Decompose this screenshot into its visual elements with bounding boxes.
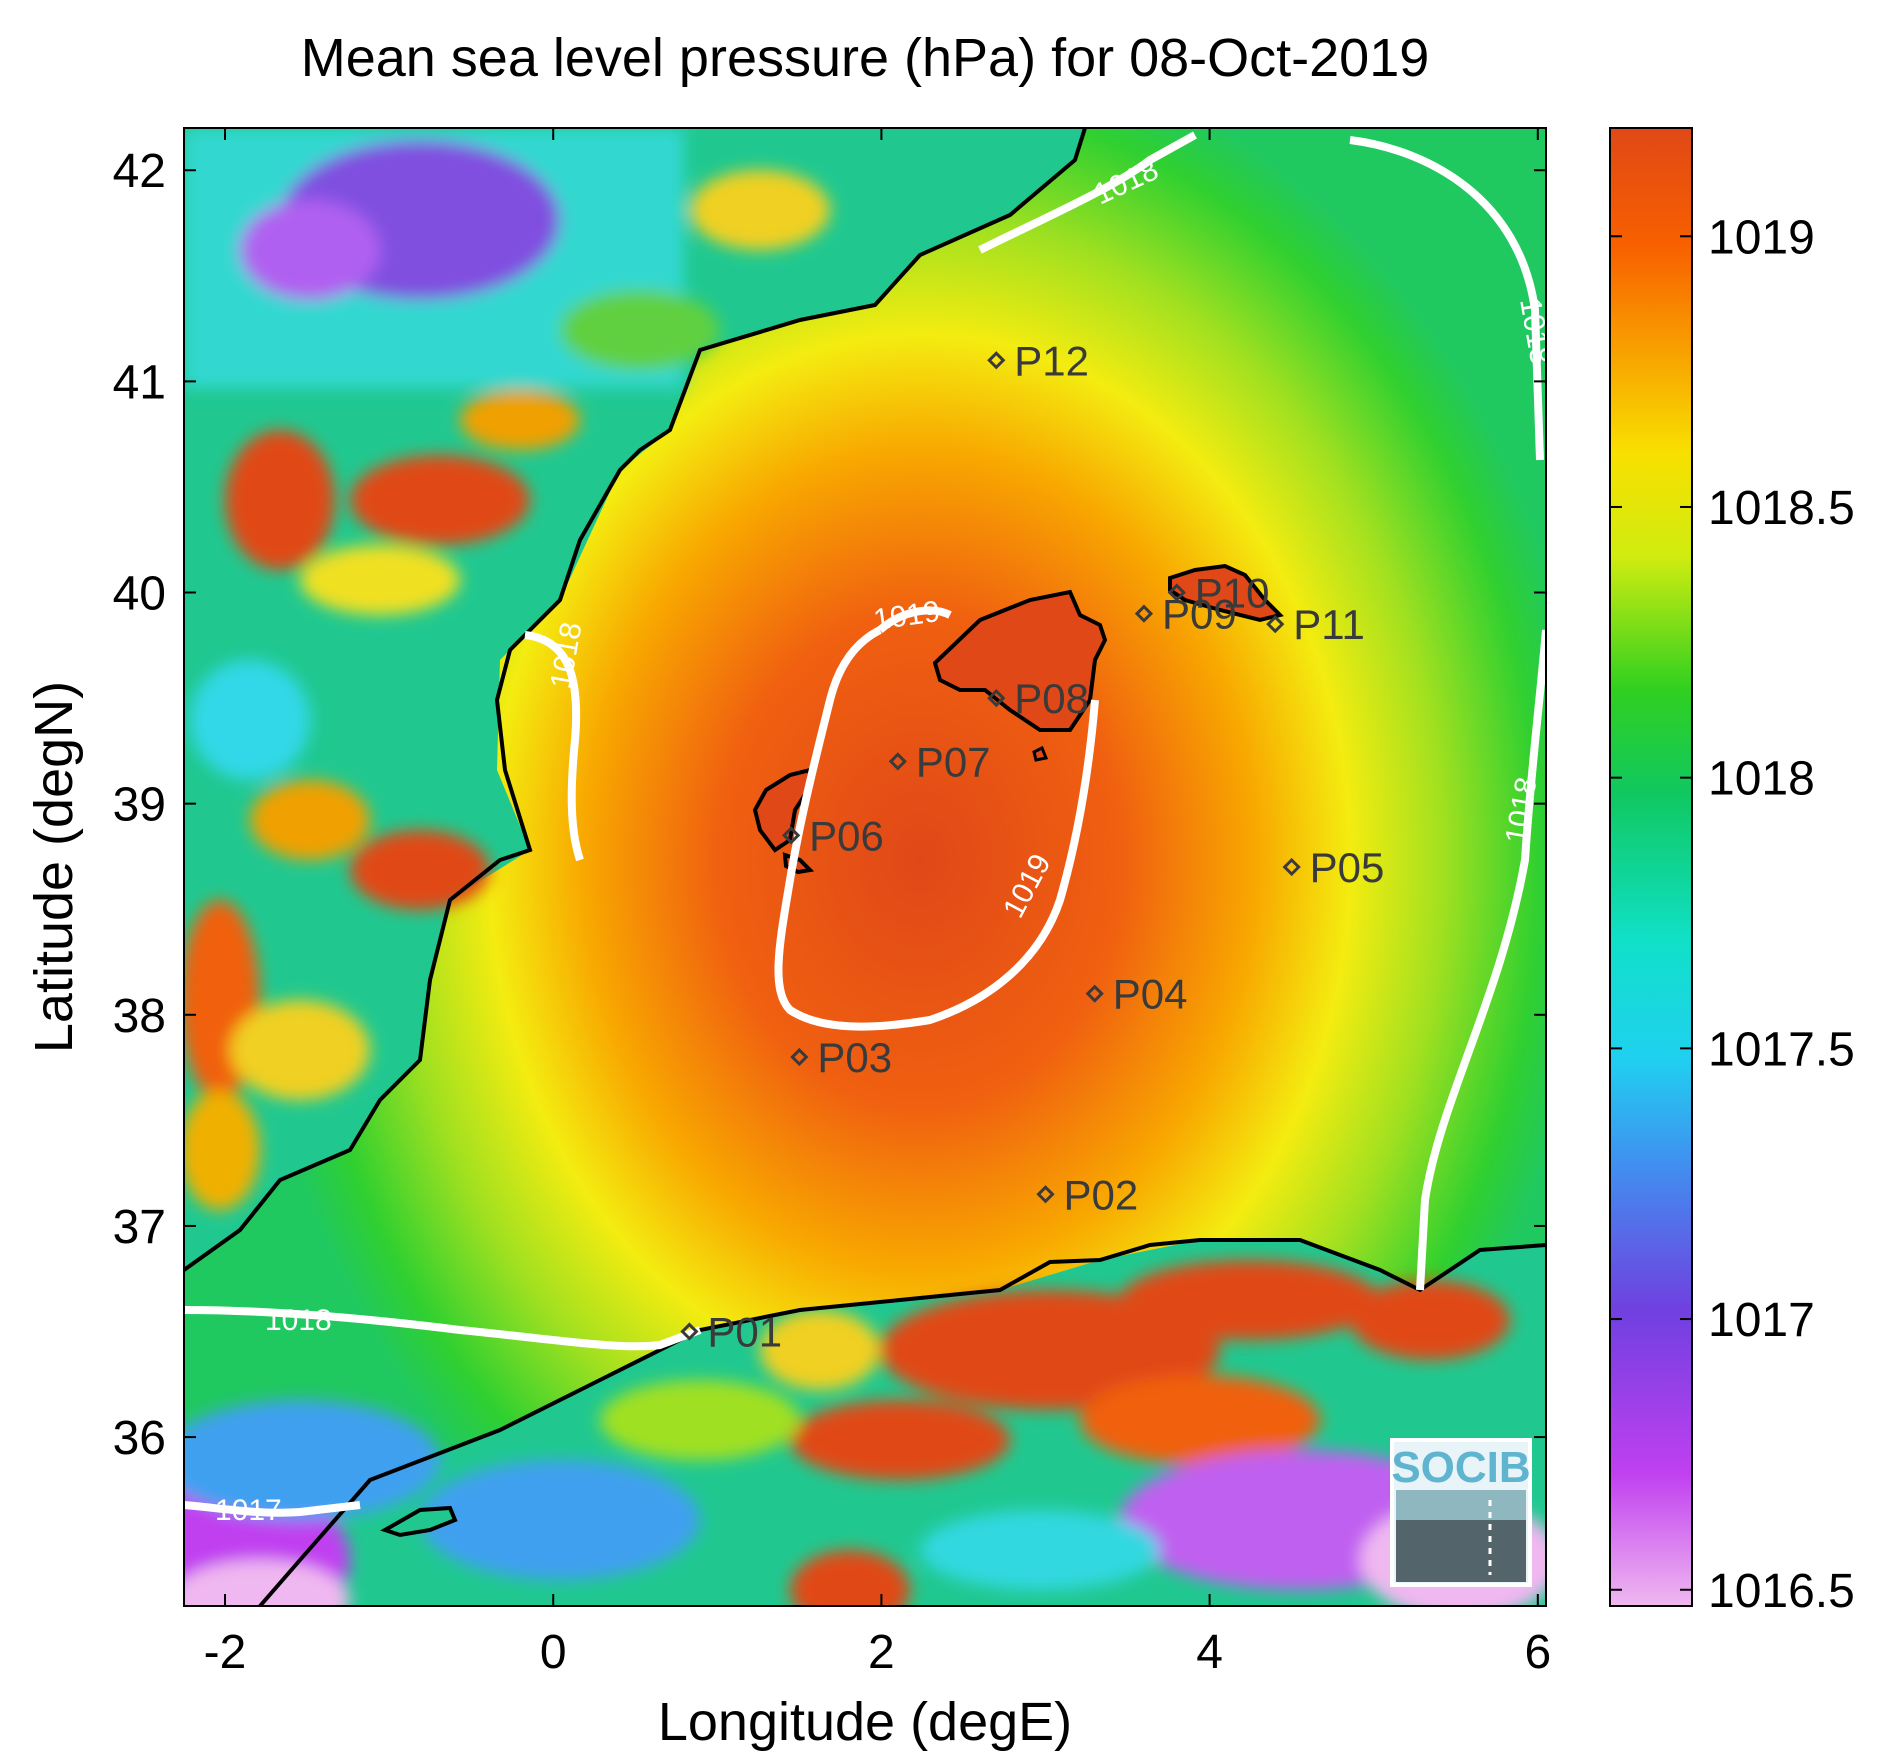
station-marker [1167,583,1186,602]
alboran-island-outline [380,1505,458,1538]
station-p01: P01 [680,1309,782,1356]
contour-1018-east-lower [1416,629,1546,1291]
ibiza-island [752,767,813,853]
iberia-coastline [184,128,1087,1272]
contour-1019-north [877,606,952,634]
x-tick-label: 0 [540,1626,567,1679]
station-marker [987,688,1006,708]
colorbar-tick-label: 1017 [1708,1294,1815,1347]
x-tick-label: 6 [1524,1626,1551,1679]
station-p08: P08 [987,675,1089,722]
y-tick-label: 39 [113,779,166,832]
station-p04: P04 [1085,971,1188,1018]
x-tick-label: 4 [1196,1626,1223,1679]
mallorca-island [932,589,1108,732]
y-tick-label: 38 [113,990,166,1043]
y-tick-label: 40 [113,568,166,621]
contour-1019 [774,626,1099,1031]
x-axis-title: Longitude (degE) [658,1692,1072,1752]
y-tick-label: 36 [113,1412,166,1465]
contour-label: 1018 [265,1304,332,1337]
x-axis: -2 0 2 4 6 [204,128,1551,1679]
contour-1018-south [184,1306,702,1351]
station-marker [987,351,1006,370]
station-p11: P11 [1266,601,1365,648]
y-axis: 36 37 38 39 40 41 42 [113,145,1546,1465]
iberia-land [184,128,1085,1270]
contour-1018-upper [978,131,1197,254]
station-p07: P07 [888,738,991,785]
colorbar-tick-label: 1019 [1708,211,1815,264]
station-marker [790,1047,809,1067]
contour-1018-east [1349,136,1544,461]
station-p05: P05 [1282,844,1385,891]
x-tick-label: 2 [868,1626,895,1679]
socib-logo: SOCIB [1390,1438,1532,1587]
map-area: 1019 1019 1018 1018 1018 1018 1018 1017 … [184,128,1546,1606]
y-tick-label: 37 [113,1201,166,1254]
africa-coastline [258,1238,1546,1606]
station-label: P11 [1293,601,1365,648]
colorbar-tick-label: 1018 [1708,753,1815,806]
figure-title: Mean sea level pressure (hPa) for 08-Oct… [301,28,1430,88]
y-tick-label: 41 [113,356,166,409]
station-p06: P06 [782,812,884,859]
colorbar-tick-label: 1018.5 [1708,482,1855,535]
socib-logo-text: SOCIB [1391,1443,1530,1492]
station-label: P07 [916,738,991,785]
station-marker [888,752,907,771]
colorbar-tick-label: 1017.5 [1708,1023,1855,1076]
x-tick-label: -2 [204,1626,247,1679]
station-p12: P12 [987,337,1089,384]
colorbar: 1016.5 1017 1017.5 1018 1018.5 1019 [1609,127,1855,1618]
africa-pressure-patches [420,1260,1546,1606]
station-label: P05 [1310,844,1385,891]
contour-1017 [184,1501,361,1517]
station-p10: P10 [1167,570,1270,617]
station-marker [1282,857,1301,877]
colorbar-gradient [1609,127,1693,1607]
y-axis-title: Latitude (degN) [24,681,84,1053]
station-marker [680,1322,699,1341]
station-marker [1266,615,1285,634]
contour-label: 1017 [215,1494,282,1527]
station-p02: P02 [1036,1171,1139,1218]
colorbar-ticks: 1016.5 1017 1017.5 1018 1018.5 1019 [1610,211,1855,1618]
station-label: P10 [1195,570,1270,617]
map-frame [183,127,1547,1607]
y-tick-label: 42 [113,145,166,198]
station-label: P06 [809,812,884,859]
station-label: P08 [1014,675,1089,722]
station-label: P02 [1064,1171,1139,1218]
station-label: P01 [707,1309,782,1356]
contour-1018-west [524,631,584,862]
station-label: P12 [1014,337,1089,384]
station-marker [1036,1185,1055,1204]
iberia-pressure-patches [184,128,830,1210]
station-marker [1134,604,1154,623]
station-label: P03 [817,1034,892,1081]
station-marker [1085,984,1104,1003]
cabrera-island [1032,745,1049,762]
station-p03: P03 [790,1034,892,1081]
station-label: P04 [1113,971,1188,1018]
colorbar-tick-label: 1016.5 [1708,1565,1855,1618]
station-marker [782,826,801,845]
